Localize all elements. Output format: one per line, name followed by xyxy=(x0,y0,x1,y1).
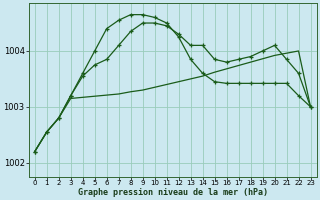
X-axis label: Graphe pression niveau de la mer (hPa): Graphe pression niveau de la mer (hPa) xyxy=(78,188,268,197)
